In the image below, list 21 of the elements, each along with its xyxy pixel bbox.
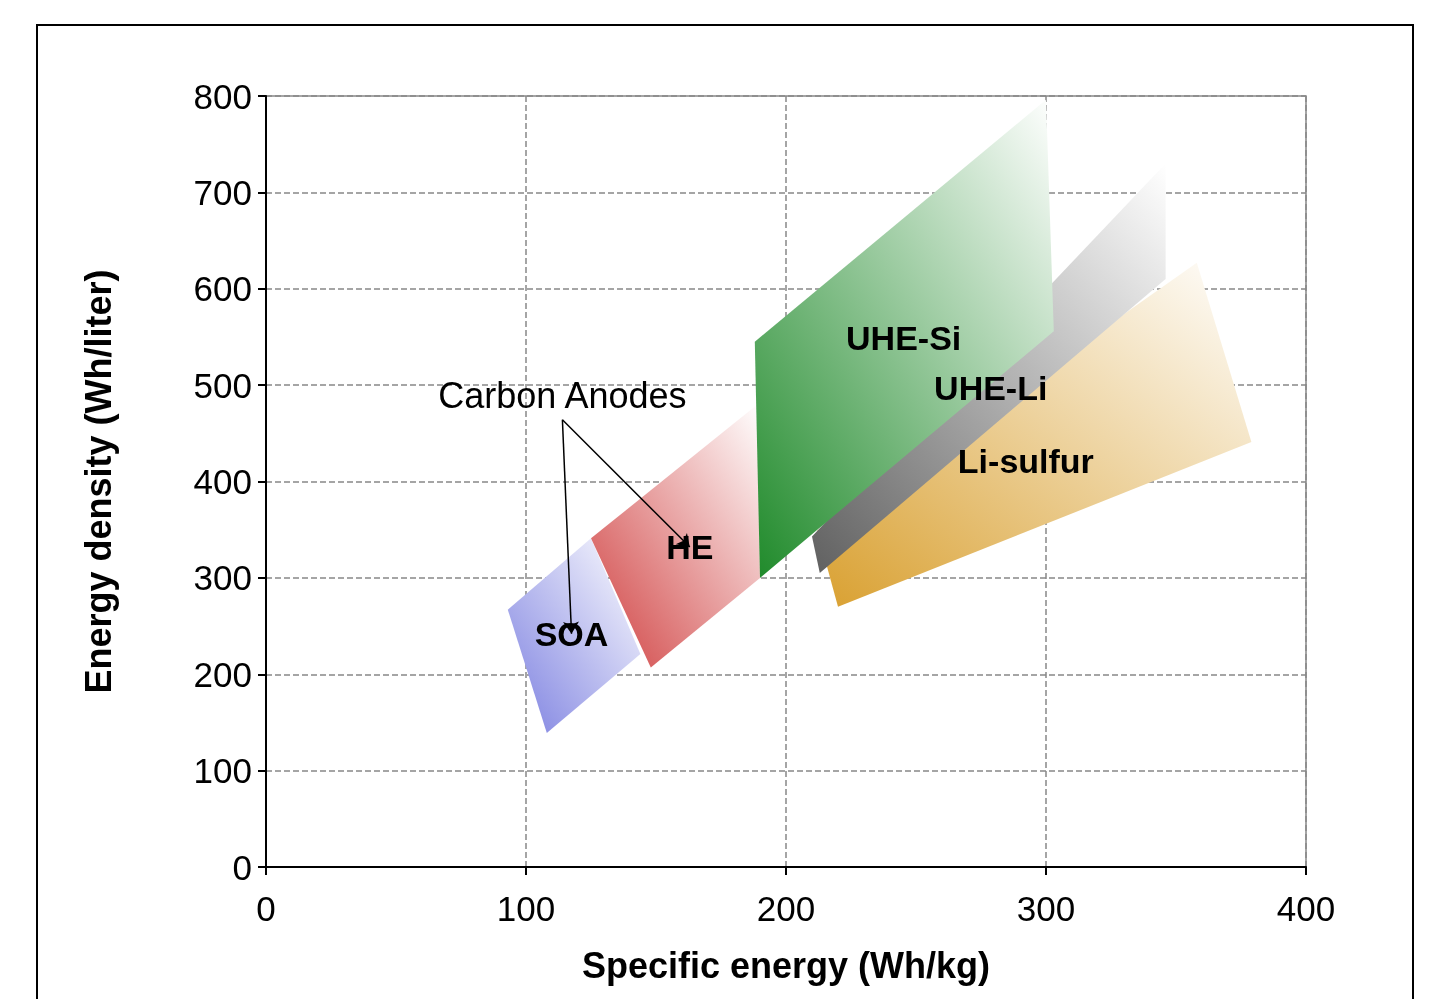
y-tick-label: 300 — [193, 558, 252, 598]
series-label: Li-sulfur — [957, 441, 1094, 480]
x-tick-label: 200 — [756, 889, 816, 928]
x-tick-label: 0 — [256, 889, 276, 928]
series-label: SOA — [534, 614, 609, 653]
y-tick-label: 200 — [193, 654, 252, 694]
x-tick-label: 100 — [496, 889, 556, 928]
x-tick-label: 400 — [1276, 889, 1336, 928]
y-tick-label: 400 — [193, 462, 252, 501]
y-tick-label: 0 — [232, 847, 252, 887]
y-axis-title: Energy density (Wh/liter) — [77, 269, 119, 694]
x-axis-title: Specific energy (Wh/kg) — [581, 944, 991, 986]
y-tick-label: 700 — [193, 172, 252, 212]
x-tick-label: 300 — [1016, 889, 1076, 928]
series-label: UHE-Si — [846, 318, 962, 357]
annotation: Carbon Anodes — [438, 375, 687, 417]
y-tick-label: 500 — [193, 365, 252, 405]
y-tick-label: 600 — [193, 269, 252, 309]
y-tick-label: 100 — [193, 751, 252, 791]
y-tick-label: 800 — [193, 76, 252, 116]
series-label: UHE-Li — [934, 369, 1048, 408]
